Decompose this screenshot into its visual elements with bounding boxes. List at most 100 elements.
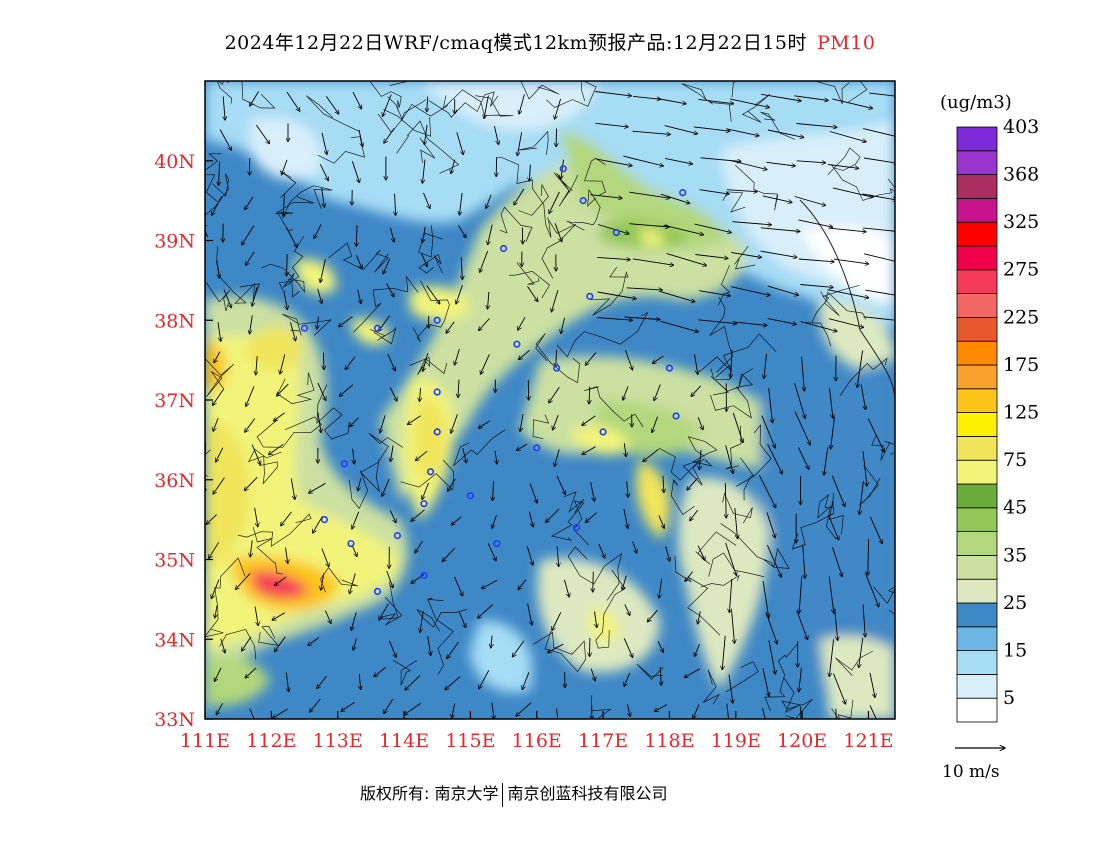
colorbar-bin bbox=[956, 507, 998, 532]
boundary-line bbox=[703, 669, 720, 705]
wind-arrow bbox=[456, 285, 463, 304]
boundary-line bbox=[566, 188, 601, 231]
lat-tick-label: 37N bbox=[154, 390, 195, 412]
wind-arrow bbox=[529, 483, 537, 503]
wind-arrow bbox=[516, 702, 532, 717]
pm10-colorbar bbox=[956, 126, 998, 723]
wind-arrow bbox=[352, 91, 362, 109]
wind-arrow bbox=[415, 450, 428, 460]
boundary-line bbox=[205, 358, 235, 398]
boundary-line bbox=[720, 523, 790, 569]
boundary-line bbox=[553, 172, 579, 207]
wind-arrow bbox=[824, 447, 829, 475]
wind-arrow bbox=[553, 415, 559, 430]
colorbar-bin bbox=[956, 340, 998, 366]
wind-arrow bbox=[654, 384, 661, 401]
copyright: 版权所有: 南京大学 南京创蓝科技有限公司 bbox=[360, 780, 668, 807]
wind-arrow bbox=[317, 288, 322, 304]
wind-arrow bbox=[862, 450, 867, 486]
wind-arrow bbox=[404, 702, 422, 715]
station-marker bbox=[533, 444, 541, 452]
wind-arrow bbox=[693, 126, 730, 131]
colorbar-label: 325 bbox=[1003, 211, 1039, 233]
station-marker bbox=[665, 364, 674, 372]
wind-arrow bbox=[493, 481, 494, 500]
boundary-line bbox=[328, 242, 390, 273]
wind-arrow bbox=[561, 317, 566, 334]
wind-arrow bbox=[480, 354, 490, 374]
boundary-line bbox=[725, 661, 759, 693]
wind-arrow bbox=[212, 196, 222, 216]
wind-arrow bbox=[728, 674, 733, 704]
wind-arrow bbox=[386, 570, 393, 588]
wind-arrow bbox=[462, 448, 467, 463]
wind-arrow bbox=[731, 610, 735, 644]
wind-arrow bbox=[831, 475, 845, 507]
boundary-line bbox=[532, 630, 586, 673]
colorbar-label: 35 bbox=[1003, 544, 1027, 566]
wind-arrow bbox=[321, 187, 325, 208]
lon-tick-label: 113E bbox=[313, 730, 363, 752]
wind-arrow bbox=[213, 417, 219, 431]
wind-vectors bbox=[206, 91, 895, 719]
wind-arrow bbox=[695, 254, 728, 259]
colorbar-label: 275 bbox=[1003, 259, 1039, 281]
station-marker bbox=[420, 500, 428, 508]
wind-arrow bbox=[590, 482, 595, 501]
wind-arrow bbox=[451, 159, 456, 174]
station-marker bbox=[466, 492, 474, 500]
wind-arrow bbox=[519, 94, 525, 114]
colorbar-bin bbox=[956, 293, 998, 318]
wind-arrow bbox=[405, 675, 421, 691]
wind-arrow bbox=[455, 348, 460, 365]
colorbar-bin bbox=[956, 316, 998, 342]
wind-arrow bbox=[390, 445, 394, 462]
wind-arrow bbox=[758, 475, 775, 508]
wind-arrow bbox=[829, 639, 835, 676]
wind-arrow bbox=[833, 258, 869, 264]
wind-arrow bbox=[623, 508, 628, 528]
lon-tick-label: 119E bbox=[711, 730, 761, 752]
wind-arrow bbox=[317, 676, 327, 688]
station-marker bbox=[499, 244, 508, 253]
wind-arrow bbox=[623, 638, 633, 657]
wind-arrow bbox=[459, 192, 463, 215]
wind-arrow bbox=[859, 637, 864, 668]
colorbar-bin bbox=[956, 269, 998, 294]
colorbar-bin bbox=[956, 602, 998, 628]
wind-arrow bbox=[384, 698, 394, 713]
boundary-line bbox=[670, 479, 695, 516]
lat-tick-label: 39N bbox=[154, 231, 195, 253]
colorbar-bin bbox=[956, 364, 998, 390]
wind-arrow bbox=[407, 415, 421, 425]
wind-arrow bbox=[829, 387, 833, 418]
wind-arrow bbox=[382, 478, 390, 496]
wind-arrow bbox=[766, 512, 775, 538]
wind-arrow bbox=[314, 224, 322, 238]
wind-arrow bbox=[595, 91, 631, 96]
wind-arrow bbox=[761, 415, 775, 448]
boundary-line bbox=[847, 81, 868, 103]
boundary-line bbox=[816, 81, 850, 105]
colorbar-bin bbox=[956, 697, 998, 723]
colorbar-label: 368 bbox=[1003, 164, 1039, 186]
wind-arrow bbox=[664, 125, 698, 134]
wind-arrow bbox=[446, 321, 455, 334]
copyright-left: 版权所有: 南京大学 bbox=[360, 784, 499, 803]
station-marker bbox=[553, 364, 561, 372]
copyright-separator bbox=[502, 782, 504, 807]
wind-arrow bbox=[324, 610, 331, 624]
wind-arrow bbox=[725, 542, 737, 576]
boundary-line bbox=[369, 327, 397, 345]
wind-arrow bbox=[725, 483, 726, 518]
wind-arrow bbox=[383, 258, 391, 274]
boundary-line bbox=[392, 659, 417, 686]
lat-tick-label: 40N bbox=[154, 151, 195, 173]
colorbar-bin bbox=[956, 221, 998, 247]
wind-arrow bbox=[486, 194, 492, 209]
wind-arrow bbox=[699, 450, 701, 470]
wind-arrow bbox=[495, 450, 497, 464]
wind-arrow bbox=[828, 318, 864, 328]
wind-arrow bbox=[272, 612, 285, 620]
lat-tick-label: 38N bbox=[154, 310, 195, 332]
